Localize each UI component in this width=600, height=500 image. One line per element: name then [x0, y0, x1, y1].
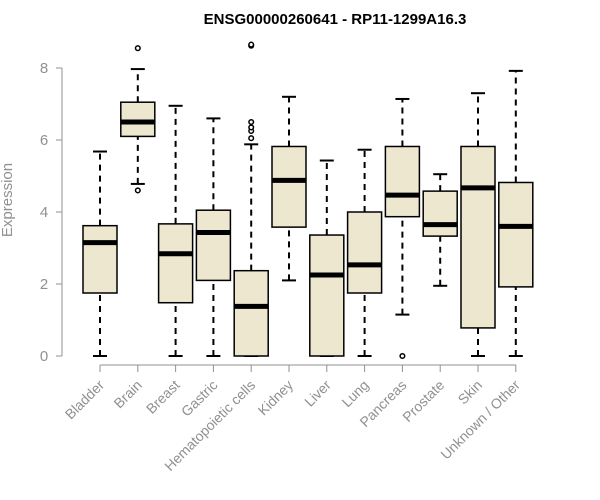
box-pancreas: [384, 97, 421, 360]
y-axis-label: Expression: [0, 163, 16, 237]
box-body: [120, 101, 156, 138]
x-tick-label-breast: Breast: [143, 377, 183, 417]
box-hematopoietic-cells: [233, 41, 269, 357]
box-lung: [346, 148, 383, 357]
box-body: [384, 145, 421, 218]
y-tick-label-6: 6: [40, 132, 48, 149]
box-unknown-other: [498, 69, 534, 357]
box-gastric: [195, 117, 232, 357]
box-body: [309, 234, 345, 357]
outlier-point: [134, 45, 141, 52]
x-tick-label-prostate: Prostate: [399, 377, 447, 425]
box-body: [157, 223, 194, 304]
outlier-point: [134, 187, 141, 194]
box-body: [271, 145, 307, 228]
box-liver: [309, 159, 345, 357]
box-skin: [460, 92, 496, 357]
box-body: [460, 145, 496, 329]
y-tick-label-8: 8: [40, 60, 48, 77]
y-tick-label-0: 0: [40, 348, 48, 365]
box-body: [195, 209, 232, 282]
box-body: [346, 211, 383, 294]
chart-title: ENSG00000260641 - RP11-1299A16.3: [204, 11, 467, 28]
x-tick-label-brain: Brain: [110, 377, 144, 411]
y-axis: 0 2 4 6 8: [40, 60, 63, 365]
box-brain: [120, 45, 156, 194]
box-prostate: [422, 173, 458, 287]
outlier-point: [248, 124, 255, 131]
box-body: [82, 224, 118, 294]
box-kidney: [271, 95, 307, 282]
outlier-point: [248, 135, 255, 142]
box-breast: [157, 104, 194, 357]
box-body: [422, 190, 458, 237]
x-tick-label-lung: Lung: [338, 377, 371, 410]
x-tick-label-skin: Skin: [455, 377, 486, 408]
box-body: [498, 181, 534, 288]
outlier-point: [248, 118, 255, 126]
y-tick-label-4: 4: [40, 204, 48, 221]
x-tick-label-bladder: Bladder: [62, 377, 108, 423]
box-bladder: [82, 150, 118, 357]
x-tick-label-liver: Liver: [301, 377, 334, 410]
box-body: [233, 269, 269, 357]
y-tick-label-2: 2: [40, 276, 48, 293]
outlier-point: [399, 352, 406, 360]
outlier-point: [248, 41, 255, 48]
x-tick-label-kidney: Kidney: [255, 377, 297, 419]
box-series: [82, 41, 534, 360]
